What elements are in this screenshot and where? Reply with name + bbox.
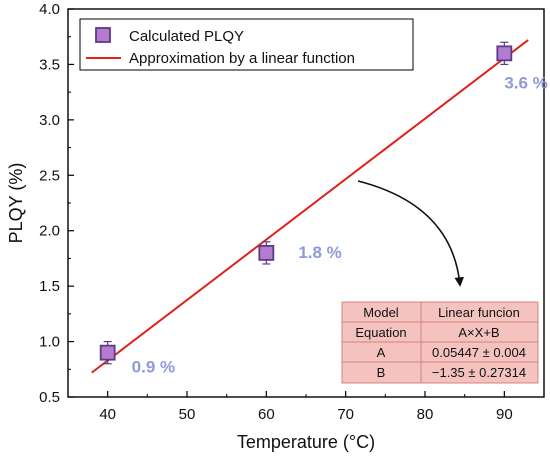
fit-table-row-b-label: B [377, 365, 386, 380]
x-axis: 40 50 60 70 80 90 [67, 391, 545, 423]
plot-area: 0.9 % 1.8 % 3.6 % [91, 39, 548, 377]
x-tick-label: 70 [337, 406, 354, 423]
x-tick-label: 60 [258, 406, 275, 423]
y-tick-label: 0.5 [39, 389, 60, 406]
data-point-label: 0.9 % [132, 358, 175, 377]
data-point [496, 45, 513, 62]
x-axis-title: Temperature (°C) [237, 432, 375, 452]
x-tick-label: 50 [179, 406, 196, 423]
y-tick-label: 4.0 [39, 1, 60, 18]
y-axis: 0.5 1.0 1.5 2.0 2.5 3.0 3.5 4.0 [39, 1, 74, 406]
legend-label-linear-fit: Approximation by a linear function [129, 50, 355, 67]
y-tick-label: 1.5 [39, 278, 60, 295]
x-tick-label: 80 [417, 406, 434, 423]
y-tick-label: 3.0 [39, 112, 60, 129]
legend-label-calculated-plqy: Calculated PLQY [129, 28, 244, 45]
x-tick-label: 40 [99, 406, 116, 423]
fit-table-row-equation-value: A×X+B [458, 325, 499, 340]
fit-table-row-a-value: 0.05447 ± 0.004 [432, 345, 526, 360]
y-tick-label: 3.5 [39, 56, 60, 73]
fit-table-row-a-label: A [377, 345, 386, 360]
fit-results-table: Model Linear funcion Equation A×X+B A 0.… [341, 301, 539, 384]
fit-table-row-equation-label: Equation [355, 325, 406, 340]
legend: Calculated PLQY Approximation by a linea… [79, 18, 414, 71]
y-tick-label: 2.0 [39, 223, 60, 240]
linear-fit-line [91, 39, 529, 374]
y-axis-title: PLQY (%) [6, 163, 26, 244]
data-point-label: 3.6 % [504, 73, 547, 92]
fit-table-row-b-value: −1.35 ± 0.27314 [432, 365, 526, 380]
data-point [258, 244, 275, 261]
legend-marker-calculated-plqy [95, 27, 111, 43]
y-tick-label: 2.5 [39, 167, 60, 184]
y-tick-label: 1.0 [39, 334, 60, 351]
x-tick-label: 90 [496, 406, 513, 423]
data-point-label: 1.8 % [298, 243, 341, 262]
data-point [99, 344, 116, 361]
legend-box [79, 18, 414, 71]
fit-table-header-function: Linear funcion [438, 305, 520, 320]
fit-table-header-model: Model [363, 305, 399, 320]
callout-arrow [357, 180, 465, 287]
